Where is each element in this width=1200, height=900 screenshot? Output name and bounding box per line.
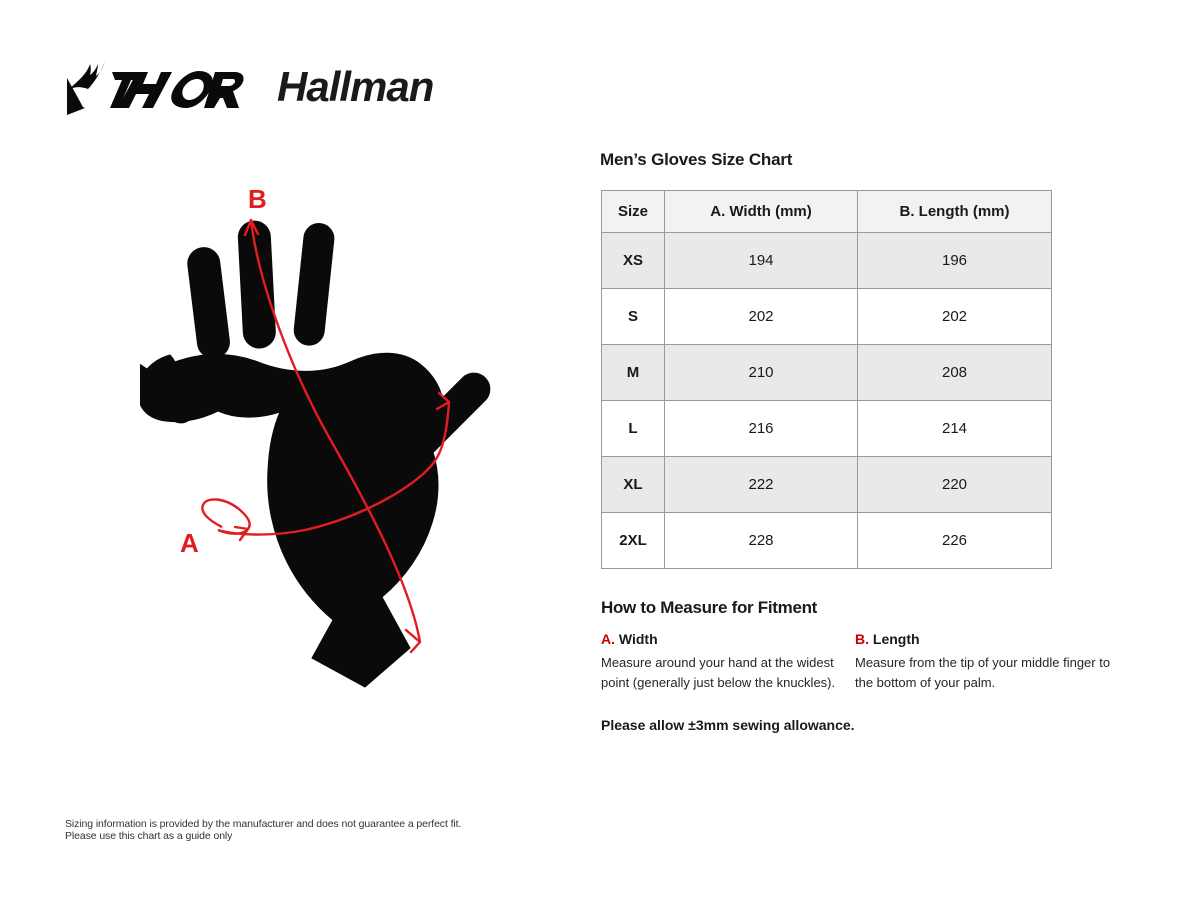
svg-text:Hallman: Hallman [277,63,433,110]
svg-text:B: B [248,190,267,214]
svg-text:A: A [180,528,199,558]
